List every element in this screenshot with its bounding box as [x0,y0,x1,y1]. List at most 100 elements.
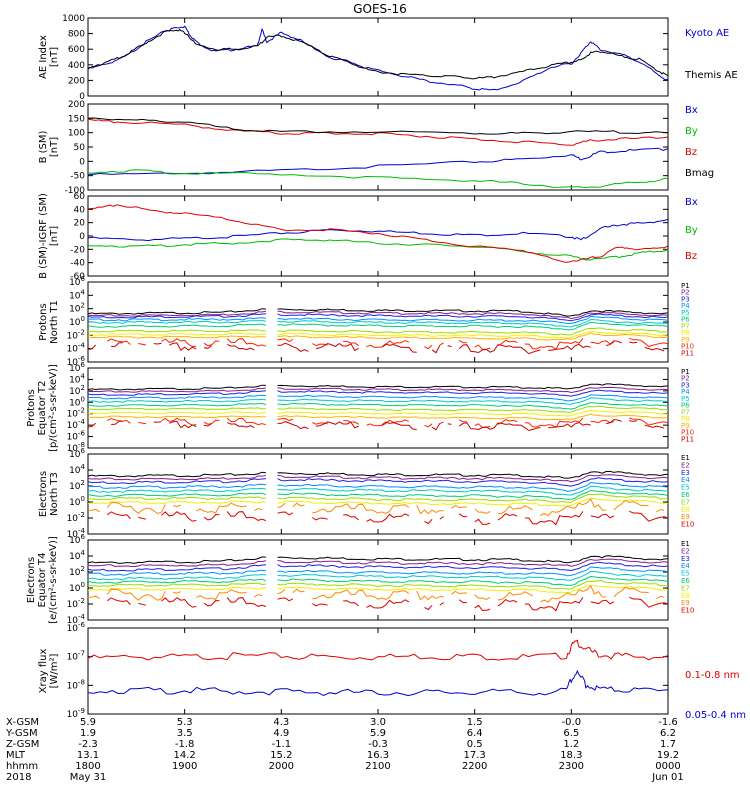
series-line [88,669,668,697]
y-tick-label: 102 [69,565,85,578]
chart-title: GOES-16 [353,2,407,16]
channel-line [88,389,668,397]
axis-row-value: 5.9 [80,717,96,728]
channel-line [88,555,668,564]
y-axis-label: North T3 [49,472,60,516]
series-line [88,639,668,661]
plot-area [88,639,668,697]
legend-entry: E6 [681,577,690,585]
legend-entry: P6 [681,402,690,410]
y-axis-label: [W/m²] [49,653,60,688]
panel-b: -100 -50 0 50 100 150 200 B (SM) [nT] Bx By Bz Bmag [38,100,714,196]
axis-row-value: 17.3 [464,750,486,761]
y-tick-label: -50 [70,172,85,182]
legend-entry: P3 [681,381,690,389]
legend-entry: P10 [681,343,694,351]
axis-row-value: 0000 [655,761,680,772]
channel-line [88,386,668,394]
plot-area [88,117,668,188]
channel-line [88,477,668,487]
legend-entry: E8 [681,592,690,600]
channel-line [88,575,668,586]
axis-row-value: 1800 [75,761,100,772]
y-axis-label: Electrons [38,471,49,517]
plot-area [88,308,668,355]
axis-row-value: 6.2 [660,728,676,739]
y-tick-label: 0 [79,157,85,167]
y-tick-label: 0 [79,232,85,242]
axis-row-value: -1.6 [658,717,678,728]
y-tick-label: 106 [69,361,85,374]
channel-line [88,340,665,355]
series-line [88,28,668,80]
channel-line [88,397,668,405]
channel-line [88,489,668,500]
y-tick-label: 50 [74,143,86,153]
axis-row-value: -0.0 [562,717,582,728]
legend-entry: P3 [681,295,690,303]
y-tick-label: 102 [69,302,85,315]
y-tick-label: 10-4 [67,527,86,540]
axis-row-label: MLT [6,750,26,761]
legend-entry: E4 [681,562,690,570]
axis-row-value: 13.1 [77,750,99,761]
legend-entry: P6 [681,316,690,324]
channel-line [88,321,668,331]
legend-entry: P5 [681,309,690,317]
y-tick-label: 100 [69,581,85,594]
legend-entry: Themis AE [684,70,738,81]
legend-entry: E5 [681,570,690,578]
axis-row-value: 5.9 [370,728,386,739]
legend-entry: E2 [681,461,690,469]
y-tick-label: -60 [70,272,85,282]
channel-line [88,331,668,339]
channel-line [88,481,668,492]
channel-line [88,566,668,577]
panel-xray: 10-9 10-8 10-7 10-6 Xray flux [W/m²] 0.1-0.8 n… [38,621,746,721]
plot-area [88,470,668,526]
channel-line [107,337,668,351]
axis-row-value: 6.5 [563,728,579,739]
channel-line [88,327,668,336]
axis-row-value: May 31 [70,772,107,783]
y-tick-label: 400 [68,61,85,71]
axis-row-value: 2200 [462,761,487,772]
panel-frame [87,17,669,97]
y-tick-label: 10-9 [67,707,85,720]
y-tick-label: 800 [68,30,85,40]
y-tick-label: -20 [70,245,85,255]
y-tick-label: 100 [69,315,85,328]
axis-row-value: -1.1 [272,739,292,750]
axis-row-value: -0.3 [368,739,388,750]
series-line [88,204,668,263]
channel-line [88,332,668,341]
y-tick-label: 60 [74,192,86,202]
axis-row-value: 1.5 [467,717,483,728]
legend-entry: P8 [681,329,690,337]
series-line [88,238,668,261]
plot-area [88,25,668,91]
axis-row-value: 19.2 [657,750,679,761]
axis-row-value: 2100 [365,761,390,772]
y-tick-label: 40 [74,205,86,215]
channel-line [88,315,668,325]
y-axis-label: AE Index [38,35,49,79]
legend-entry: E1 [681,540,690,548]
legend-entry: E3 [681,555,690,563]
axis-row-value: 18.3 [560,750,582,761]
channel-line [88,313,668,322]
axis-row-value: 2300 [559,761,584,772]
axis-row-label: 2018 [6,772,31,783]
y-tick-label: 200 [68,76,85,86]
y-tick-label: 10-4 [67,418,86,431]
axis-row-value: Jun 01 [651,772,684,783]
channel-line [107,510,668,526]
channel-line [88,405,668,413]
y-tick-label: 104 [69,372,85,385]
y-tick-label: 10-4 [67,613,86,626]
axis-row-value: 16.3 [367,750,389,761]
legend-entry: E10 [681,607,694,615]
legend-entry: 0.1-0.8 nm [685,670,740,681]
